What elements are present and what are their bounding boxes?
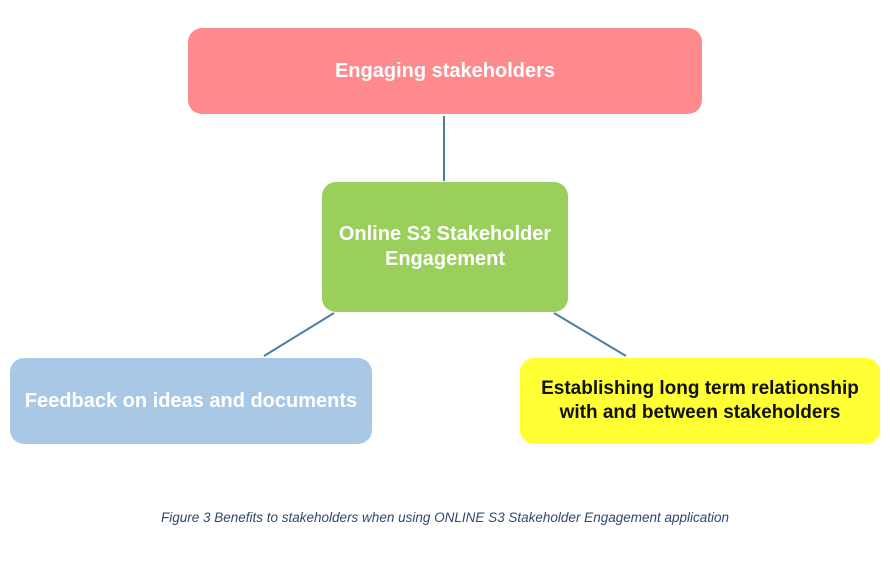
node-online-s3-stakeholder-engagement: Online S3 Stakeholder Engagement bbox=[322, 182, 568, 312]
figure-caption: Figure 3 Benefits to stakeholders when u… bbox=[160, 510, 730, 525]
node-feedback-on-ideas: Feedback on ideas and documents bbox=[10, 358, 372, 444]
node-engaging-stakeholders: Engaging stakeholders bbox=[188, 28, 702, 114]
connector-center-right bbox=[553, 312, 627, 357]
connector-center-left bbox=[263, 312, 335, 357]
node-long-term-relationship: Establishing long term relationship with… bbox=[520, 358, 880, 444]
